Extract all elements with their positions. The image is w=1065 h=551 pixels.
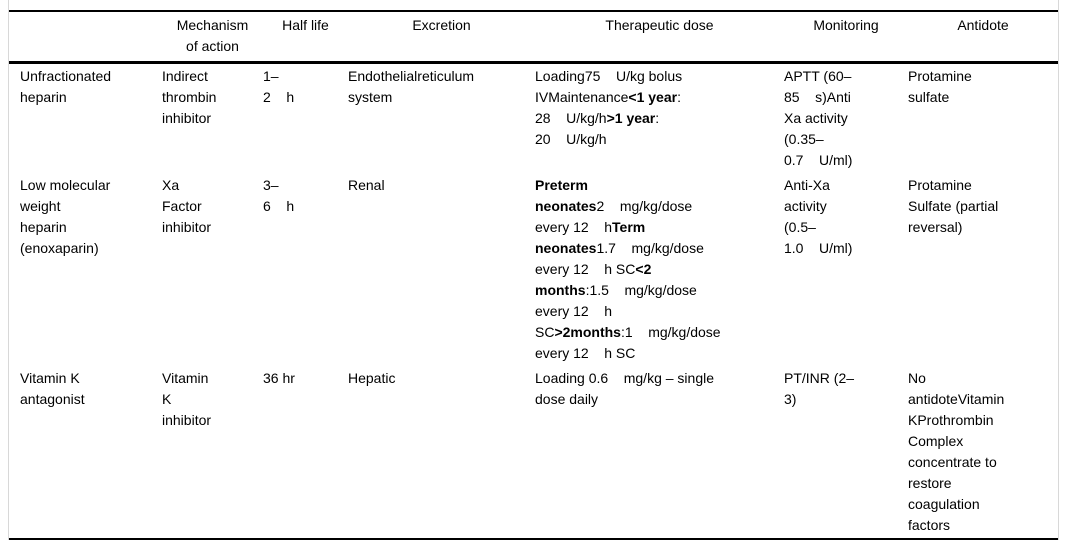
cell-lmwh-dose: Preterm neonates2 mg/kg/dose every 12 hT… — [535, 177, 721, 361]
cell-vka-monitoring: PT/INR (2– 3) — [784, 370, 855, 407]
cell-lmwh-mechanism: Xa Factor inhibitor — [162, 177, 212, 235]
cell-vka-excretion: Hepatic — [348, 370, 396, 386]
header-monitoring: Monitoring — [784, 11, 908, 64]
cell-ufh-excretion: Endothelialreticulum system — [348, 68, 475, 105]
table-row-unfractionated-heparin: Unfractionated heparin Indirect thrombin… — [9, 63, 1058, 174]
cell-lmwh-antidote: Protamine Sulfate (partial reversal) — [908, 177, 999, 235]
cell-lmwh-monitoring: Anti-Xa activity (0.5– 1.0 U/ml) — [784, 177, 853, 256]
table-frame: Mechanism of action Half life Excretion … — [8, 0, 1059, 540]
cell-vka-half-life: 36 hr — [263, 370, 295, 386]
header-half-life: Half life — [263, 11, 348, 64]
cell-lmwh-drug: Low molecular weight heparin (enoxaparin… — [20, 177, 111, 256]
cell-ufh-monitoring: APTT (60– 85 s)Anti Xa activity (0.35– 0… — [784, 68, 853, 168]
cell-ufh-half-life: 1– 2 h — [263, 68, 295, 105]
header-therapeutic-dose: Therapeutic dose — [535, 11, 784, 64]
cell-vka-mechanism: Vitamin K inhibitor — [162, 370, 212, 428]
header-mechanism-of-action: Mechanism of action — [162, 11, 263, 64]
anticoagulants-comparison-table: Mechanism of action Half life Excretion … — [9, 10, 1058, 540]
table-row-vitamin-k-antagonist: Vitamin K antagonist Vitamin K inhibitor… — [9, 366, 1058, 539]
cell-ufh-drug: Unfractionated heparin — [20, 68, 112, 105]
table-row-lmwh-enoxaparin: Low molecular weight heparin (enoxaparin… — [9, 173, 1058, 366]
cell-lmwh-excretion: Renal — [348, 177, 385, 193]
cell-vka-dose: Loading 0.6 mg/kg – single dose daily — [535, 370, 715, 407]
cell-lmwh-half-life: 3– 6 h — [263, 177, 295, 214]
header-antidote: Antidote — [908, 11, 1058, 64]
cell-vka-antidote: No antidoteVitamin KProthrombin Complex … — [908, 370, 1005, 533]
header-excretion: Excretion — [348, 11, 535, 64]
cell-vka-drug: Vitamin K antagonist — [20, 370, 85, 407]
header-drug — [9, 11, 162, 64]
cell-ufh-mechanism: Indirect thrombin inhibitor — [162, 68, 217, 126]
cell-ufh-antidote: Protamine sulfate — [908, 68, 972, 105]
header-row: Mechanism of action Half life Excretion … — [9, 11, 1058, 64]
cell-ufh-dose: Loading75 U/kg bolus IVMaintenance<1 yea… — [535, 68, 683, 147]
